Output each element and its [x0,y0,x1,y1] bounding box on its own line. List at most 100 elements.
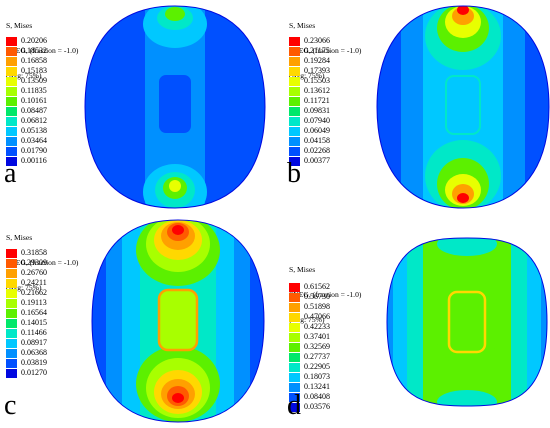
legend-value: 0.51898 [304,302,330,311]
legend-value: 0.06368 [21,348,47,357]
legend-value: 0.00116 [21,156,47,165]
legend-swatch [289,333,300,342]
legend-value: 0.03464 [21,136,47,145]
legend-row: 0.15183 [6,66,66,76]
legend-row: 0.13612 [289,86,349,96]
legend-value: 0.18073 [304,372,330,381]
legend-row: 0.56730 [289,292,349,302]
legend-value: 0.04158 [304,136,330,145]
legend-row: 0.04158 [289,136,349,146]
legend-value: 0.08408 [304,392,330,401]
legend-swatch [289,97,300,106]
legend-swatch [289,37,300,46]
legend-row: 0.51898 [289,302,349,312]
legend-swatch [289,293,300,302]
legend-row: 0.29309 [6,258,66,268]
legend-value: 0.16564 [21,308,47,317]
legend-swatch [289,107,300,116]
legend-row: 0.61562 [289,282,349,292]
legend-value: 0.56730 [304,292,330,301]
legend-value: 0.09831 [304,106,330,115]
legend-value: 0.13612 [304,86,330,95]
legend-row: 0.16858 [6,56,66,66]
legend-value: 0.01790 [21,146,47,155]
legend-value: 0.15183 [21,66,47,75]
legend-value: 0.61562 [304,282,330,291]
legend-swatch [6,107,17,116]
legend-value: 0.05138 [21,126,47,135]
legend-value: 0.13241 [304,382,330,391]
legend-value: 0.20206 [21,36,47,45]
legend-value: 0.19113 [21,298,47,307]
legend-swatch [289,283,300,292]
legend-swatch [289,363,300,372]
panel-c: S, Mises SNEG, (fraction = -1.0) (Avg: 7… [0,214,275,428]
legend-value: 0.11835 [21,86,47,95]
legend-row: 0.01270 [6,368,66,378]
legend-row: 0.08487 [6,106,66,116]
legend-swatch [6,77,17,86]
legend-swatch [289,403,300,412]
legend-swatch [6,117,17,126]
legend-row: 0.18073 [289,372,349,382]
legend-row: 0.03576 [289,402,349,412]
panel-a: S, Mises SNEG, (fraction = -1.0) (Avg: 7… [0,0,275,214]
panel-label: c [4,390,17,421]
legend-swatch [6,97,17,106]
legend-row: 0.00377 [289,156,349,166]
legend-value: 0.10161 [21,96,47,105]
legend-swatch [289,393,300,402]
legend-value: 0.13509 [21,76,47,85]
legend-value: 0.18532 [21,46,47,55]
legend-swatch [289,47,300,56]
legend-swatch [6,87,17,96]
legend-row: 0.03464 [6,136,66,146]
panel-label: d [287,390,301,421]
legend-swatch [6,299,17,308]
legend-value: 0.17393 [304,66,330,75]
stress-contour-plot [91,219,265,423]
legend-row: 0.09831 [289,106,349,116]
legend-row: 0.22905 [289,362,349,372]
legend-value: 0.24211 [21,278,47,287]
legend-value: 0.11466 [21,328,47,337]
legend-swatch [289,373,300,382]
legend-value: 0.22905 [304,362,330,371]
legend-swatch [6,279,17,288]
legend-swatch [289,383,300,392]
legend-row: 0.00116 [6,156,66,166]
legend-value: 0.16858 [21,56,47,65]
legend-value: 0.37401 [304,332,330,341]
legend-row: 0.23066 [289,36,349,46]
legend-row: 0.10161 [6,96,66,106]
legend-swatch [6,349,17,358]
legend-value: 0.08917 [21,338,47,347]
legend-value: 0.02268 [304,146,330,155]
legend-swatch [289,57,300,66]
legend-value: 0.15503 [304,76,330,85]
legend-row: 0.18532 [6,46,66,56]
legend-row: 0.08408 [289,392,349,402]
legend-row: 0.32569 [289,342,349,352]
legend-title-line: S, Mises [289,20,316,30]
legend-title-line: S, Mises [6,20,33,30]
legend-row: 0.17393 [289,66,349,76]
legend-value: 0.31858 [21,248,47,257]
legend-swatch [6,37,17,46]
legend-row: 0.24211 [6,278,66,288]
panel-d: S, Mises SNEG, (fraction = -1.0) (Avg: 7… [283,214,550,428]
legend-value: 0.42233 [304,322,330,331]
legend-swatch [6,147,17,156]
legend-row: 0.27737 [289,352,349,362]
legend-value: 0.29309 [21,258,47,267]
legend-swatch [6,309,17,318]
legend-swatch [6,67,17,76]
legend-swatch [289,323,300,332]
legend-row: 0.37401 [289,332,349,342]
stress-contour-plot [376,5,550,209]
legend-value: 0.06049 [304,126,330,135]
legend-swatch [6,359,17,368]
legend-swatch [289,147,300,156]
legend-swatch [6,137,17,146]
legend-row: 0.13509 [6,76,66,86]
